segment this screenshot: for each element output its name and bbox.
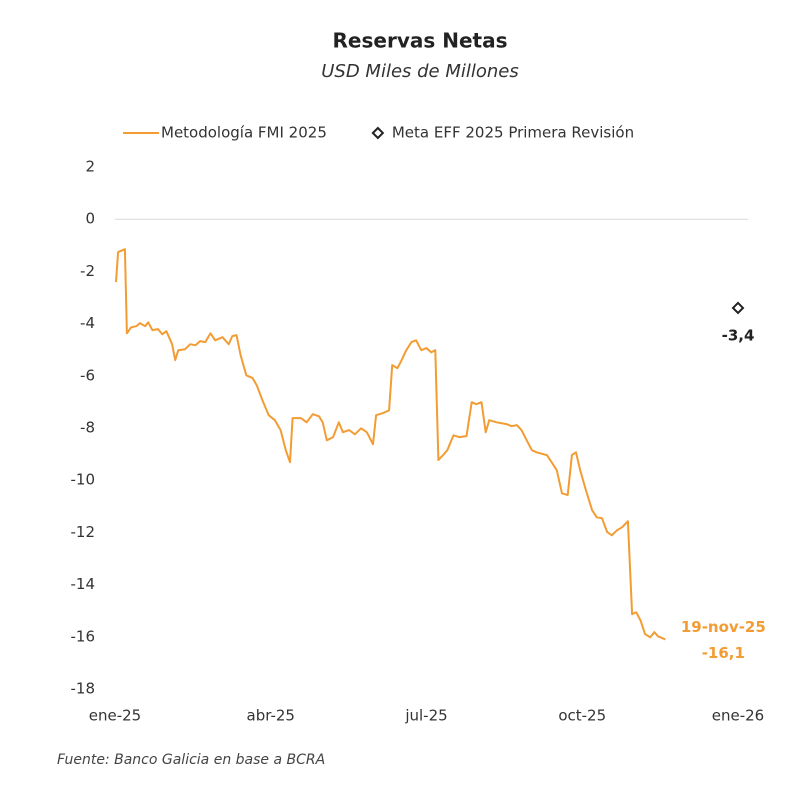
x-tick-label: ene-25 xyxy=(89,707,141,725)
end-annotation: 19-nov-25 xyxy=(681,618,766,636)
data-label: -3,4 xyxy=(722,326,755,344)
y-tick-label: -4 xyxy=(80,314,95,332)
y-tick-label: -12 xyxy=(71,523,96,541)
chart-subtitle: USD Miles de Millones xyxy=(321,61,519,82)
y-tick-label: -14 xyxy=(71,575,96,593)
y-tick-label: -6 xyxy=(80,366,95,384)
x-tick-label: ene-26 xyxy=(712,707,764,725)
legend-label: Meta EFF 2025 Primera Revisión xyxy=(392,124,634,142)
x-tick-label: oct-25 xyxy=(558,707,606,725)
y-tick-label: 0 xyxy=(85,210,95,228)
y-tick-label: -18 xyxy=(71,680,96,698)
y-tick-label: -16 xyxy=(71,627,96,645)
chart-title: Reservas Netas xyxy=(333,29,508,53)
target-marker xyxy=(731,301,745,315)
x-tick-label: abr-25 xyxy=(247,707,295,725)
y-tick-label: -10 xyxy=(71,471,96,489)
y-tick-label: -8 xyxy=(80,419,95,437)
legend-label: Metodología FMI 2025 xyxy=(161,124,327,142)
end-annotation: -16,1 xyxy=(702,644,745,662)
source: Fuente: Banco Galicia en base a BCRA xyxy=(57,752,325,768)
series-line xyxy=(115,248,666,641)
legend-marker xyxy=(371,126,385,140)
y-tick-label: -2 xyxy=(80,262,95,280)
y-tick-label: 2 xyxy=(85,158,95,176)
x-tick-label: jul-25 xyxy=(404,707,447,725)
